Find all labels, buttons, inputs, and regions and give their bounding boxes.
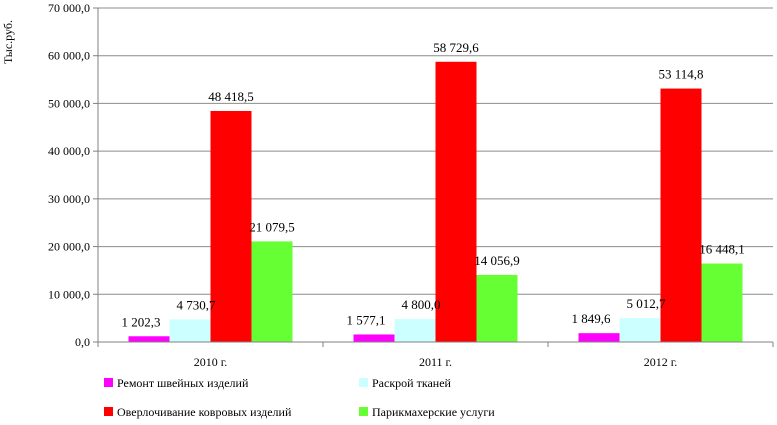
legend-swatch — [104, 407, 113, 416]
data-label: 1 202,3 — [122, 314, 161, 329]
y-tick-label: 60 000,0 — [48, 49, 90, 63]
axes — [93, 7, 774, 347]
data-label: 21 079,5 — [249, 219, 295, 234]
legend-label: Раскрой тканей — [372, 376, 452, 390]
y-axis-title: Тыс.руб. — [1, 20, 15, 64]
data-label: 1 577,1 — [347, 312, 386, 327]
bar — [251, 241, 293, 342]
y-tick-label: 50 000,0 — [48, 96, 90, 110]
bar — [353, 334, 395, 342]
x-category-label: 2012 г. — [644, 355, 678, 369]
y-axis-ticks: 0,0 10 000,0 20 000,0 30 000,0 40 000,0 50 00… — [48, 1, 90, 349]
y-tick-label: 20 000,0 — [48, 240, 90, 254]
data-labels: 1 202,3 4 730,7 48 418,5 21 079,5 1 577,1 4 8… — [122, 40, 745, 329]
bar — [701, 263, 743, 342]
legend: Ремонт швейных изделий Раскрой тканей Овер… — [104, 376, 495, 419]
x-category-label: 2010 г. — [194, 355, 228, 369]
legend-swatch — [359, 378, 368, 387]
x-category-label: 2011 г. — [419, 355, 452, 369]
bars — [128, 61, 743, 343]
legend-label: Ремонт швейных изделий — [117, 376, 249, 390]
bar — [128, 336, 170, 342]
bar — [435, 61, 477, 342]
bar — [619, 318, 661, 342]
data-label: 5 012,7 — [627, 296, 667, 311]
legend-label: Парикмахерские услуги — [372, 405, 495, 419]
y-tick-label: 30 000,0 — [48, 192, 90, 206]
legend-swatch — [104, 378, 113, 387]
data-label: 1 849,6 — [572, 311, 612, 326]
legend-swatch — [359, 407, 368, 416]
data-label: 53 114,8 — [658, 67, 703, 82]
data-label: 4 730,7 — [177, 297, 217, 312]
data-label: 4 800,0 — [402, 297, 441, 312]
y-tick-label: 0,0 — [75, 335, 90, 349]
bar — [578, 333, 620, 342]
bar — [660, 88, 702, 342]
bar — [169, 319, 211, 342]
y-tick-label: 70 000,0 — [48, 1, 90, 15]
y-tick-label: 10 000,0 — [48, 287, 90, 301]
data-label: 14 056,9 — [474, 253, 520, 268]
data-label: 16 448,1 — [699, 242, 745, 257]
data-label: 48 418,5 — [208, 89, 254, 104]
x-axis-categories: 2010 г. 2011 г. 2012 г. — [194, 355, 678, 369]
bar — [394, 319, 436, 342]
legend-label: Оверлочивание ковровых изделий — [117, 405, 292, 419]
bar — [476, 274, 518, 342]
y-tick-label: 40 000,0 — [48, 144, 90, 158]
bar — [210, 110, 252, 343]
data-label: 58 729,6 — [433, 40, 479, 55]
